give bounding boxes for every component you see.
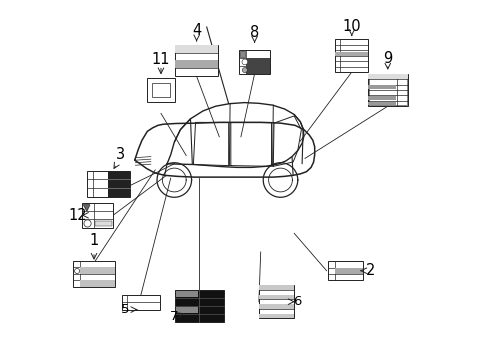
Bar [258,294,293,299]
Bar [73,261,115,287]
Bar [175,60,218,68]
Text: 9: 9 [383,51,391,66]
Bar [368,75,406,105]
Text: 5: 5 [121,303,129,316]
Bar [80,267,115,274]
Bar [258,314,293,318]
Bar [245,58,269,66]
Bar [80,280,115,287]
Bar [87,171,129,197]
Bar [258,304,293,309]
Bar [367,74,407,106]
Bar [335,52,367,56]
Text: 4: 4 [192,23,201,38]
Bar [367,85,395,89]
Text: 1: 1 [89,233,99,248]
Bar [367,74,407,79]
Bar [334,267,362,274]
Text: 3: 3 [116,147,124,162]
Bar [152,83,170,97]
Text: 11: 11 [151,52,170,67]
Text: 8: 8 [249,25,259,40]
Bar [245,66,269,74]
Polygon shape [83,205,89,211]
Bar [239,50,269,74]
Bar [122,295,160,310]
Circle shape [242,68,247,73]
Bar [240,51,244,57]
Circle shape [84,220,91,227]
Bar [146,78,175,102]
Bar [175,307,198,313]
Bar [108,171,129,197]
Bar [175,45,218,76]
Bar [175,45,218,53]
Text: 7: 7 [169,310,178,323]
Bar [174,290,224,322]
Bar [335,39,367,72]
Text: 10: 10 [342,19,360,34]
Bar [95,221,112,226]
Text: 12: 12 [68,208,86,223]
Bar [81,203,113,228]
Bar [367,102,395,105]
Text: 2: 2 [366,263,375,278]
Bar [175,291,198,297]
Bar [258,285,293,318]
Bar [258,285,293,290]
Bar [367,96,395,100]
Bar [327,261,362,280]
Circle shape [242,59,247,65]
Circle shape [75,269,80,274]
Text: 6: 6 [293,295,301,308]
